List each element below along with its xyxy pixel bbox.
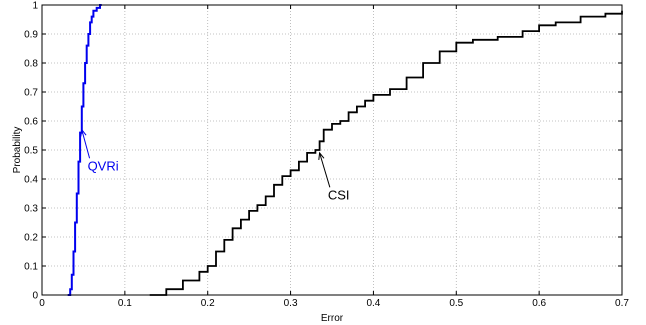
series-line-qvri bbox=[67, 4, 102, 296]
annotation-arrow-line bbox=[319, 152, 331, 188]
annotation-label-csi: CSI bbox=[328, 187, 350, 202]
ticks: 0 0.1 0.2 0.3 0.4 0.5 0.6 0.7 0 0.1 0.2 0.3 0.4 0.5 0.… bbox=[24, 1, 629, 310]
y-tick-label: 0.1 bbox=[24, 262, 38, 273]
x-tick-label: 0.5 bbox=[449, 298, 463, 309]
annotation-arrowhead bbox=[80, 128, 87, 137]
y-tick-label: 0.4 bbox=[24, 175, 38, 186]
annotations: QVRi CSI bbox=[80, 128, 350, 202]
y-tick-label: 0.8 bbox=[24, 59, 38, 70]
y-tick-label: 0 bbox=[32, 291, 38, 302]
series-line-csi bbox=[149, 10, 623, 296]
y-tick-label: 0.2 bbox=[24, 233, 38, 244]
y-tick-label: 1 bbox=[32, 1, 38, 12]
y-tick-label: 0.6 bbox=[24, 117, 38, 128]
series-layer bbox=[67, 4, 623, 296]
x-axis-label: Error bbox=[321, 313, 344, 324]
annotation-arrow-line bbox=[81, 129, 91, 159]
y-tick-label: 0.3 bbox=[24, 204, 38, 215]
x-tick-label: 0.1 bbox=[118, 298, 132, 309]
y-axis-label: Probability bbox=[12, 127, 23, 174]
y-tick-label: 0.9 bbox=[24, 30, 38, 41]
annotation-label-qvri: QVRi bbox=[88, 158, 119, 173]
x-tick-label: 0.7 bbox=[615, 298, 629, 309]
x-tick-label: 0.2 bbox=[201, 298, 215, 309]
x-tick-label: 0.3 bbox=[284, 298, 298, 309]
x-tick-label: 0.6 bbox=[532, 298, 546, 309]
x-tick-label: 0.4 bbox=[366, 298, 380, 309]
y-tick-label: 0.5 bbox=[24, 146, 38, 157]
x-tick-label: 0 bbox=[39, 298, 45, 309]
grid bbox=[42, 5, 622, 295]
y-tick-label: 0.7 bbox=[24, 88, 38, 99]
annotation-arrowhead bbox=[318, 151, 325, 160]
